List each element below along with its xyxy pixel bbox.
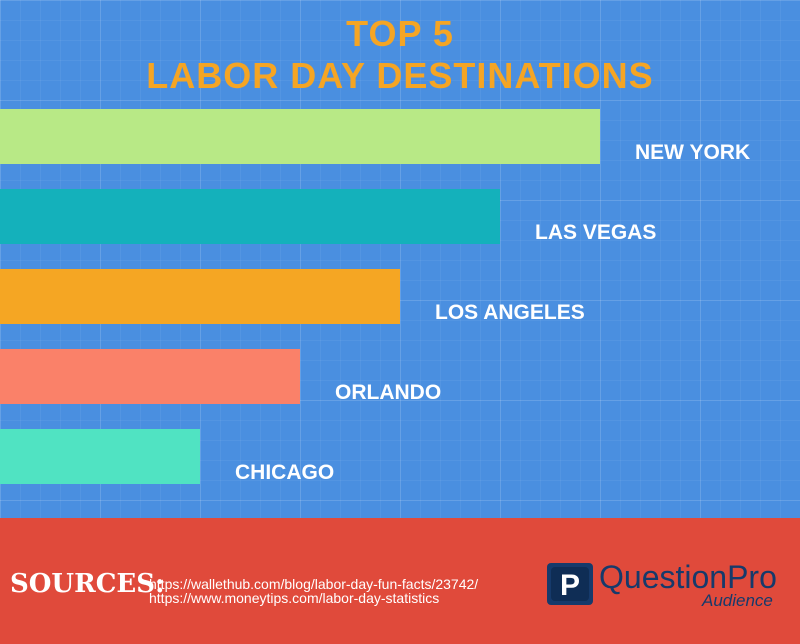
bar-new-york xyxy=(0,109,600,164)
bar-label-las-vegas: LAS VEGAS xyxy=(535,221,656,244)
sources-footer xyxy=(0,518,800,644)
bar-chart: NEW YORK LAS VEGAS LOS ANGELES ORLANDO CHICA… xyxy=(0,109,750,484)
sources-label: SOURCES: xyxy=(10,569,165,599)
bar-label-chicago: CHICAGO xyxy=(235,461,334,484)
source-link-wallethub[interactable]: https://wallethub.com/blog/labor-day-fun… xyxy=(149,576,479,592)
bar-label-orlando: ORLANDO xyxy=(335,381,441,404)
bar-las-vegas xyxy=(0,189,500,244)
questionpro-logo-icon: P xyxy=(547,563,593,605)
bar-label-new-york: NEW YORK xyxy=(635,141,750,164)
logo-subtitle: Audience xyxy=(702,591,773,610)
bar-los-angeles xyxy=(0,269,400,324)
chart-title-line-2: LABOR DAY DESTINATIONS xyxy=(146,55,654,96)
logo-letter: P xyxy=(560,569,580,602)
bar-orlando xyxy=(0,349,300,404)
bar-chicago xyxy=(0,429,200,484)
source-link-moneytips[interactable]: https://www.moneytips.com/labor-day-stat… xyxy=(149,590,440,606)
logo-name: QuestionPro xyxy=(599,559,777,595)
bar-label-los-angeles: LOS ANGELES xyxy=(435,301,585,324)
chart-title-line-1: TOP 5 xyxy=(346,13,454,54)
